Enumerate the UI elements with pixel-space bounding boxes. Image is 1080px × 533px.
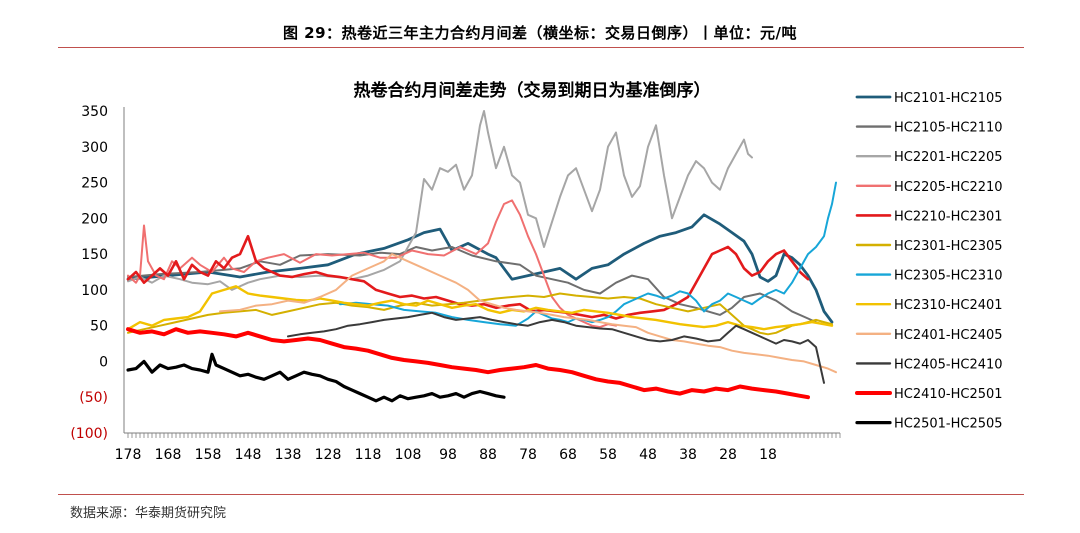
figure-title: 图 29：热卷近三年主力合约月间差（横坐标：交易日倒序）丨单位：元/吨 [282,24,798,42]
y-tick-label: 100 [81,283,108,299]
legend-label: HC2105-HC2110 [894,121,1003,136]
legend-label: HC2301-HC2305 [894,239,1003,254]
legend-label: HC2405-HC2410 [894,357,1003,372]
y-tick-label: (50) [79,390,108,406]
x-tick-label: 158 [195,447,222,463]
y-tick-label: 150 [81,247,108,263]
legend-label: HC2401-HC2405 [894,328,1003,343]
series-line-hc2301-hc2305 [127,292,833,336]
x-tick-label: 78 [519,447,537,463]
x-tick-label: 28 [719,447,737,463]
x-tick-label: 38 [679,447,697,463]
series-line-hc2105-hc2110 [127,246,817,324]
x-axis-minor-ticks [127,433,841,438]
y-tick-label: 200 [81,211,108,227]
x-tick-label: 68 [559,447,577,463]
x-tick-label: 18 [759,447,777,463]
legend-label: HC2310-HC2401 [894,298,1003,313]
y-tick-label: 0 [99,354,108,370]
x-tick-label: 148 [235,447,262,463]
legend-label: HC2201-HC2205 [894,150,1003,165]
y-tick-label: 250 [81,176,108,192]
x-axis-ticks: 178 168 158 148 138 128 118 108 98 88 78 68 58 48 38 28… [115,447,777,463]
y-axis-ticks: 350 300 250 200 150 100 50 0 (50) (100) [70,104,108,442]
x-tick-label: 138 [275,447,302,463]
x-tick-label: 98 [439,447,457,463]
x-tick-label: 108 [395,447,422,463]
y-tick-label: 300 [81,140,108,156]
header-rule [58,47,1024,48]
series-line-hc2501-hc2505 [126,352,506,403]
series-line-hc2405-hc2410 [287,311,825,384]
data-source: 数据来源：华泰期货研究院 [70,506,227,521]
series-line-hc2210-hc2301 [126,234,810,320]
legend-label: HC2501-HC2505 [894,417,1003,432]
y-tick-label: 350 [81,104,108,120]
chart-title: 热卷合约月间差走势（交易到期日为基准倒序） [354,80,711,101]
legend: HC2101-HC2105 HC2105-HC2110 HC2201-HC2205 H… [855,91,1003,432]
series-layer [126,110,837,403]
legend-label: HC2210-HC2301 [894,209,1003,224]
legend-label: HC2305-HC2310 [894,269,1003,284]
series-line-hc2410-hc2501 [126,327,810,400]
legend-label: HC2205-HC2210 [894,180,1003,195]
footer-rule [58,494,1024,495]
x-tick-label: 48 [639,447,657,463]
series-line-hc2305-hc2310 [339,181,837,327]
legend-label: HC2101-HC2105 [894,91,1003,106]
x-tick-label: 88 [479,447,497,463]
series-line-hc2201-hc2205 [127,110,753,291]
series-line-hc2310-hc2401 [126,285,834,331]
x-tick-label: 168 [155,447,182,463]
series-line-hc2401-hc2405 [219,253,837,374]
x-tick-label: 128 [315,447,342,463]
x-tick-label: 178 [115,447,142,463]
y-tick-label: (100) [70,426,108,442]
legend-label: HC2410-HC2501 [894,387,1003,402]
x-tick-label: 118 [355,447,382,463]
x-tick-label: 58 [599,447,617,463]
y-tick-label: 50 [90,319,108,335]
